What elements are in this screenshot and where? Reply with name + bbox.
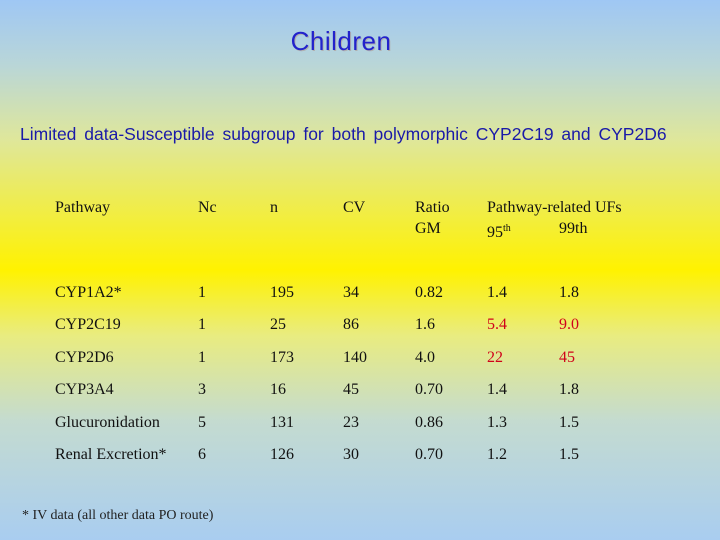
cell-uf95: 1.3 — [487, 414, 507, 431]
cell-ratio: 0.70 — [415, 446, 443, 463]
cell-pathway: Glucuronidation — [55, 414, 160, 431]
cell-cv: 23 — [343, 414, 359, 431]
cell-cv: 86 — [343, 316, 359, 333]
cell-uf99: 1.8 — [559, 284, 579, 301]
header-pathway: Pathway — [55, 199, 111, 216]
cell-nc: 1 — [198, 349, 206, 366]
cell-pathway: CYP1A2* — [55, 284, 122, 301]
cell-cv: 45 — [343, 381, 359, 398]
cell-uf95: 1.2 — [487, 446, 507, 463]
cell-nc: 5 — [198, 414, 206, 431]
cell-ratio: 0.86 — [415, 414, 443, 431]
slide-title: Children — [290, 26, 392, 56]
header-cv: CV — [343, 199, 366, 216]
header-n: n — [270, 199, 278, 216]
cell-pathway: CYP2C19 — [55, 316, 121, 333]
cell-n: 195 — [270, 284, 294, 301]
cell-n: 16 — [270, 381, 286, 398]
cell-cv: 140 — [343, 349, 367, 366]
header-nc: Nc — [198, 199, 217, 216]
cell-ratio: 1.6 — [415, 316, 435, 333]
header-95th: 95th — [487, 219, 511, 243]
cell-nc: 6 — [198, 446, 206, 463]
cell-nc: 3 — [198, 381, 206, 398]
header-95th-suffix: th — [503, 223, 511, 234]
slide-subtitle: Limited data-Susceptible subgroup for bo… — [20, 124, 667, 144]
cell-uf95-highlighted: 22 — [487, 349, 503, 366]
footnote: * IV data (all other data PO route) — [22, 508, 214, 523]
cell-pathway: Renal Excretion* — [55, 446, 167, 463]
cell-uf95: 1.4 — [487, 284, 507, 301]
cell-uf95-highlighted: 5.4 — [487, 316, 507, 333]
header-pathway-ufs: Pathway-related UFs — [487, 199, 622, 216]
cell-nc: 1 — [198, 316, 206, 333]
header-ratio: Ratio — [415, 199, 450, 216]
cell-n: 173 — [270, 349, 294, 366]
header-gm: GM — [415, 220, 441, 237]
header-95th-number: 95 — [487, 224, 503, 241]
cell-uf99: 1.5 — [559, 414, 579, 431]
cell-cv: 30 — [343, 446, 359, 463]
cell-uf99: 1.8 — [559, 381, 579, 398]
cell-cv: 34 — [343, 284, 359, 301]
cell-pathway: CYP2D6 — [55, 349, 114, 366]
cell-pathway: CYP3A4 — [55, 381, 114, 398]
header-99th: 99th — [559, 220, 588, 237]
cell-ratio: 0.70 — [415, 381, 443, 398]
cell-n: 25 — [270, 316, 286, 333]
cell-uf99-highlighted: 9.0 — [559, 316, 579, 333]
cell-uf99-highlighted: 45 — [559, 349, 575, 366]
cell-n: 131 — [270, 414, 294, 431]
cell-ratio: 0.82 — [415, 284, 443, 301]
cell-ratio: 4.0 — [415, 349, 435, 366]
cell-uf99: 1.5 — [559, 446, 579, 463]
cell-nc: 1 — [198, 284, 206, 301]
cell-n: 126 — [270, 446, 294, 463]
cell-uf95: 1.4 — [487, 381, 507, 398]
